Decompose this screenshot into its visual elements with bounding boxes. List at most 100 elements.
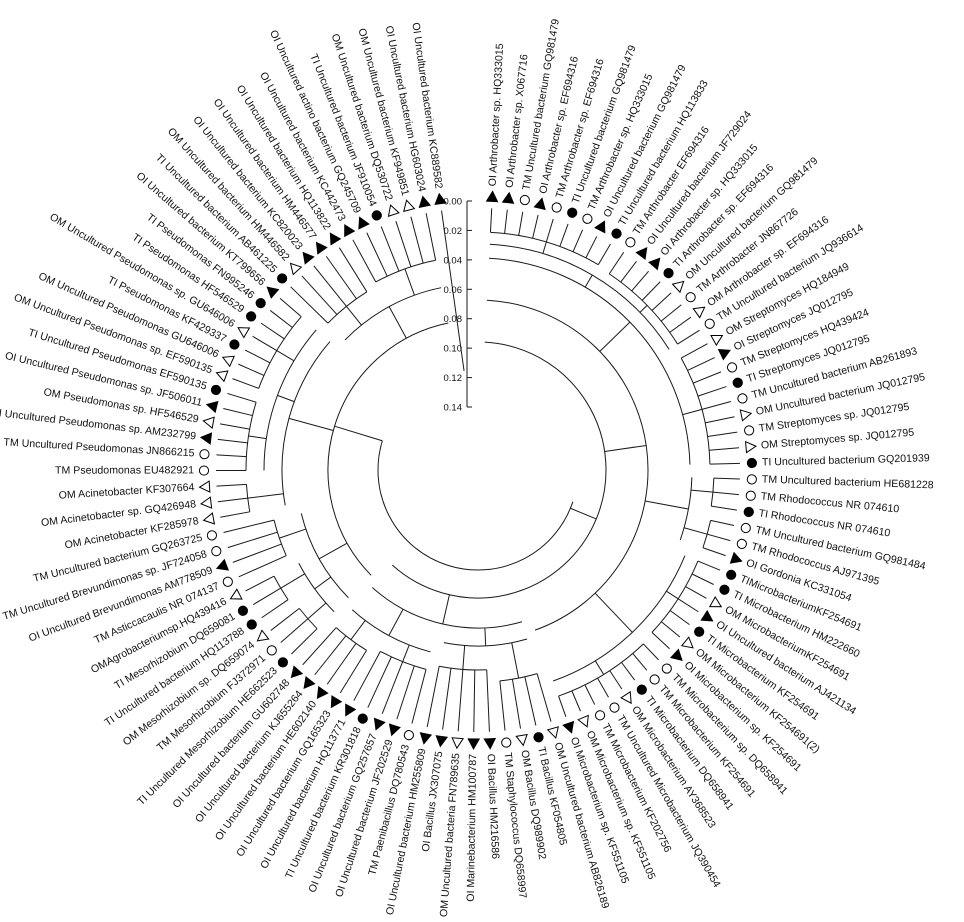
clade-stem [318, 542, 348, 560]
leaf-branch [291, 628, 318, 655]
clade-stem [584, 274, 593, 288]
filled-triangle-marker-icon [483, 737, 497, 750]
leaf-branch [426, 666, 440, 728]
leaf-branch [227, 392, 257, 403]
leaf-branch [504, 209, 508, 234]
leaf-branch [571, 690, 581, 712]
clade-stem [484, 627, 487, 646]
open-triangle-marker-icon [710, 334, 724, 347]
leaf-branch [631, 270, 650, 292]
clade-stem [599, 321, 631, 352]
open-circle-marker-icon [726, 362, 738, 373]
leaf-branch [709, 462, 740, 465]
open-circle-marker-icon [746, 474, 757, 485]
filled-circle-marker-icon [533, 732, 544, 743]
leaf-branch [313, 265, 347, 307]
filled-triangle-marker-icon [669, 648, 683, 662]
open-triangle-marker-icon [739, 409, 753, 422]
clade-stem [388, 608, 404, 636]
leaf-branch [711, 505, 737, 511]
open-circle-marker-icon [704, 318, 715, 329]
leaf-branch [396, 665, 415, 720]
open-circle-marker-icon [625, 237, 636, 248]
taxon-label: OI Arthrobacter sp. HQ333015 [487, 43, 506, 187]
filled-triangle-marker-icon [215, 558, 229, 571]
filled-circle-marker-icon [237, 605, 249, 616]
leaf-branch [232, 543, 282, 563]
leaf-branch [705, 416, 735, 424]
scale-tick-label: 0.00 [444, 197, 463, 208]
leaf-branch [252, 335, 278, 352]
scale-tick-label: 0.14 [444, 403, 463, 414]
clade-arc [371, 587, 523, 629]
leaf-branch [677, 598, 699, 613]
filled-circle-marker-icon [719, 584, 730, 595]
leaf-branch [220, 423, 250, 430]
filled-triangle-marker-icon [485, 190, 499, 203]
clade-arc [553, 555, 686, 682]
open-triangle-marker-icon [198, 480, 211, 493]
open-circle-marker-icon [737, 393, 748, 404]
filled-triangle-marker-icon [373, 717, 386, 731]
leaf-branch [380, 226, 400, 272]
leaf-branch [685, 586, 707, 599]
open-circle-marker-icon [266, 645, 277, 656]
leaf-branch [584, 684, 596, 705]
leaf-branch [223, 408, 253, 417]
open-circle-marker-icon [519, 194, 530, 206]
filled-circle-marker-icon [663, 267, 674, 279]
filled-triangle-marker-icon [330, 695, 343, 709]
open-triangle-marker-icon [202, 512, 216, 525]
leaf-branch [325, 256, 357, 300]
clade-stem [247, 493, 284, 499]
open-triangle-marker-icon [744, 440, 758, 454]
filled-triangle-marker-icon [358, 216, 370, 230]
leaf-branch [641, 281, 661, 301]
open-circle-marker-icon [736, 538, 747, 550]
taxon-label: TI Uncultured bacterium GQ201939 [762, 452, 930, 468]
filled-triangle-marker-icon [435, 735, 449, 748]
clade-arc [327, 322, 449, 576]
clade-stem [350, 620, 366, 640]
leaf-branch [279, 297, 302, 318]
leaf-branch [217, 497, 248, 503]
clade-stem [248, 435, 267, 440]
root-arc [377, 440, 574, 571]
taxon-label: TM Uncultured bacterium HE681228 [762, 474, 934, 492]
open-circle-marker-icon [199, 449, 210, 460]
filled-triangle-marker-icon [717, 349, 731, 361]
filled-circle-marker-icon [210, 384, 222, 396]
leaf-branch [702, 547, 726, 557]
leaf-branch [707, 431, 738, 437]
clade-stem [462, 645, 466, 670]
clade-stem [639, 305, 648, 313]
leaf-branch [712, 491, 739, 496]
leaf: OI Marinebacterium HM100787 [465, 738, 481, 902]
open-circle-marker-icon [661, 663, 672, 674]
open-triangle-marker-icon [671, 280, 685, 294]
leaf-branch [709, 447, 740, 451]
leaf-branch [339, 650, 367, 694]
open-circle-marker-icon [745, 490, 756, 501]
leaf-branch [244, 349, 271, 364]
leaf-branch [559, 223, 569, 247]
tree-branches [215, 208, 740, 732]
open-triangle-marker-icon [680, 636, 694, 649]
filled-triangle-marker-icon [648, 257, 661, 271]
filled-triangle-marker-icon [205, 400, 219, 414]
filled-triangle-marker-icon [303, 676, 316, 689]
filled-triangle-marker-icon [700, 609, 714, 622]
leaf: TI Uncultured bacterium GQ201939 [746, 452, 930, 469]
leaf-branch [220, 511, 250, 518]
clade-stem [511, 642, 520, 679]
leaf-branch [216, 483, 247, 487]
clade-stem [346, 306, 362, 326]
clade-stem [594, 660, 605, 675]
distance-scale: 0.00 0.02 0.04 0.06 0.08 0.10 0.12 0.14 [444, 197, 472, 414]
clade-stem [388, 306, 407, 339]
filled-triangle-marker-icon [316, 685, 329, 700]
open-circle-marker-icon [582, 213, 593, 224]
leaf-branch [701, 401, 732, 410]
leaf-branch [353, 651, 381, 701]
